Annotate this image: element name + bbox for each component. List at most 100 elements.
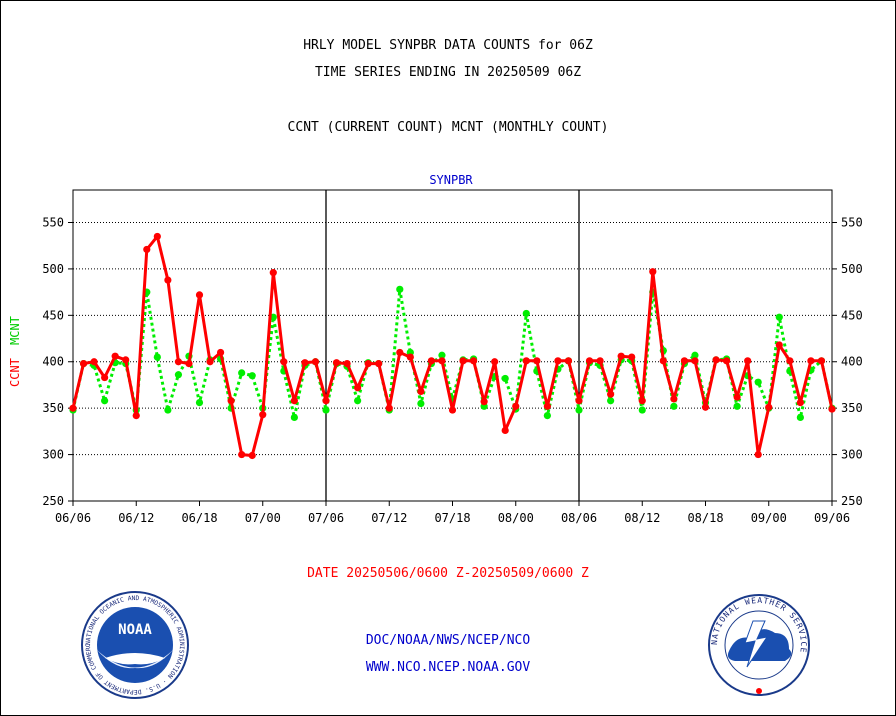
data-point-mcnt xyxy=(775,313,783,321)
data-point-ccnt xyxy=(512,402,520,410)
data-point-ccnt xyxy=(638,397,646,405)
page-title: HRLY MODEL SYNPBR DATA COUNTS for 06Z xyxy=(303,38,593,53)
data-point-ccnt xyxy=(807,357,815,365)
data-point-ccnt xyxy=(564,357,573,365)
y-axis-labels: CCNT MCNT xyxy=(8,316,22,387)
x-tick-label: 06/18 xyxy=(181,511,217,525)
x-tick-label: 08/00 xyxy=(498,511,534,525)
data-point-ccnt xyxy=(195,291,204,299)
data-point-ccnt xyxy=(227,397,235,405)
data-point-ccnt xyxy=(375,360,383,368)
x-tick-label: 09/00 xyxy=(751,511,787,525)
data-point-ccnt xyxy=(280,358,288,366)
y-tick-label: 300 xyxy=(841,448,863,462)
data-point-ccnt xyxy=(259,411,267,419)
data-point-ccnt xyxy=(153,232,161,241)
chart-axes: 250 250 300 300 350 350 400 400 450 450 500 500 550 5… xyxy=(42,189,863,525)
data-point-ccnt xyxy=(543,402,551,410)
data-point-ccnt xyxy=(354,384,362,392)
data-point-ccnt xyxy=(111,352,119,360)
data-point-ccnt xyxy=(90,358,98,366)
data-point-mcnt xyxy=(174,371,183,379)
data-point-mcnt xyxy=(354,397,362,405)
data-point-ccnt xyxy=(101,373,109,382)
data-point-ccnt xyxy=(269,269,277,277)
data-point-ccnt xyxy=(796,398,804,407)
data-point-mcnt xyxy=(153,353,161,361)
data-point-ccnt xyxy=(628,353,636,361)
data-point-ccnt xyxy=(216,348,225,357)
y-tick-label: 400 xyxy=(841,355,863,369)
x-tick-label: 06/06 xyxy=(55,511,91,525)
data-point-ccnt xyxy=(617,352,625,360)
data-point-ccnt xyxy=(701,403,710,411)
data-point-ccnt xyxy=(364,360,372,368)
y-tick-label: 250 xyxy=(42,494,64,508)
data-point-mcnt xyxy=(238,369,246,377)
data-point-mcnt xyxy=(438,351,446,359)
y-axis-label-mcnt: MCNT xyxy=(8,316,22,345)
y-tick-label: 400 xyxy=(42,355,64,369)
data-point-ccnt xyxy=(143,245,151,254)
data-point-ccnt xyxy=(786,357,794,365)
data-point-mcnt xyxy=(522,309,530,318)
data-point-mcnt xyxy=(670,402,678,410)
data-point-mcnt xyxy=(101,397,109,405)
data-point-ccnt xyxy=(438,357,446,365)
y-tick-label: 300 xyxy=(42,448,64,462)
data-point-ccnt xyxy=(238,450,246,459)
data-point-mcnt xyxy=(164,406,172,414)
x-tick-label: 07/06 xyxy=(308,511,344,525)
chart-series xyxy=(69,232,836,460)
data-point-ccnt xyxy=(459,357,467,365)
website-label: WWW.NCO.NCEP.NOAA.GOV xyxy=(365,660,531,675)
data-point-ccnt xyxy=(659,357,667,365)
data-point-ccnt xyxy=(206,358,214,366)
data-point-ccnt xyxy=(385,404,393,412)
data-point-ccnt xyxy=(754,450,762,459)
data-point-mcnt xyxy=(691,351,699,359)
y-tick-label: 500 xyxy=(841,262,863,276)
data-point-ccnt xyxy=(575,397,583,405)
nws-logo-icon: NATIONAL WEATHER SERVICE xyxy=(708,594,810,696)
data-point-ccnt xyxy=(122,356,130,364)
data-point-ccnt xyxy=(448,406,457,414)
data-point-ccnt xyxy=(469,357,478,365)
y-tick-label: 500 xyxy=(42,262,64,276)
data-point-mcnt xyxy=(417,399,425,408)
y-tick-label: 350 xyxy=(841,401,863,415)
data-point-mcnt xyxy=(322,406,330,414)
data-point-ccnt xyxy=(290,397,298,405)
data-point-mcnt xyxy=(195,398,204,407)
data-point-ccnt xyxy=(765,403,773,411)
org-path-label: DOC/NOAA/NWS/NCEP/NCO xyxy=(365,633,531,648)
data-point-mcnt xyxy=(754,378,762,386)
data-point-ccnt xyxy=(585,357,594,365)
chart-grid xyxy=(73,221,832,456)
data-point-ccnt xyxy=(174,358,183,366)
data-point-ccnt xyxy=(301,359,309,367)
data-point-ccnt xyxy=(828,405,836,413)
x-tick-label: 07/12 xyxy=(371,511,407,525)
data-point-ccnt xyxy=(522,357,530,365)
data-point-ccnt xyxy=(680,357,689,365)
data-point-ccnt xyxy=(396,348,404,357)
data-point-ccnt xyxy=(733,393,741,401)
data-point-ccnt xyxy=(69,404,77,412)
data-point-ccnt xyxy=(417,387,425,396)
data-point-ccnt xyxy=(817,357,826,365)
data-point-ccnt xyxy=(691,357,699,365)
data-point-ccnt xyxy=(554,357,562,365)
page-subtitle-date: TIME SERIES ENDING IN 20250509 06Z xyxy=(314,65,582,80)
x-tick-label: 09/06 xyxy=(814,511,850,525)
data-point-ccnt xyxy=(343,360,351,368)
data-point-ccnt xyxy=(311,358,320,366)
data-point-ccnt xyxy=(596,357,604,365)
y-tick-label: 450 xyxy=(841,308,863,322)
data-point-ccnt xyxy=(480,398,488,406)
data-point-mcnt xyxy=(396,285,404,293)
data-point-mcnt xyxy=(796,413,804,422)
x-tick-label: 06/12 xyxy=(118,511,154,525)
data-point-mcnt xyxy=(607,397,615,405)
